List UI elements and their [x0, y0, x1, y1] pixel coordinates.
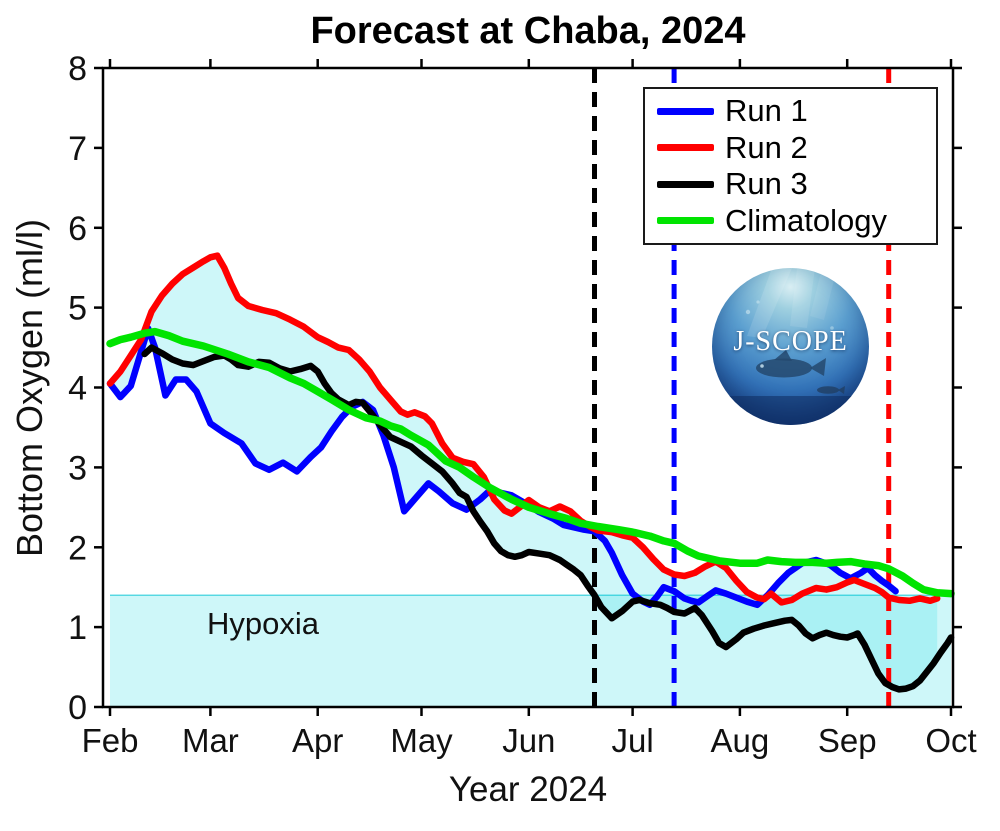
- bubble: [745, 309, 751, 315]
- legend-line-swatch-run-1: [657, 107, 714, 115]
- legend-label-run-3: Run 3: [725, 166, 808, 202]
- legend-label-run-2: Run 2: [725, 129, 808, 165]
- hypoxia-region: [110, 595, 951, 707]
- fish-silhouette: [756, 350, 826, 378]
- x-tick-label: Aug: [711, 722, 770, 759]
- series-line-climatology: [106, 327, 955, 598]
- x-axis-label: Year 2024: [448, 770, 608, 809]
- x-tick-label: Oct: [925, 722, 976, 759]
- legend-line-swatch-run-3: [657, 180, 714, 188]
- bubble: [830, 326, 834, 330]
- x-tick-label: Feb: [82, 722, 139, 759]
- small-fish-silhouette: [817, 386, 845, 394]
- legend-label-climatology: Climatology: [725, 202, 887, 238]
- ensemble-envelope: [110, 255, 938, 690]
- legend-line-swatch-run-2: [657, 144, 714, 152]
- y-tick-label: 8: [68, 50, 87, 88]
- light-ray: [747, 268, 792, 338]
- y-tick-label: 7: [68, 130, 87, 168]
- x-tick-label: Apr: [292, 722, 343, 759]
- y-tick-label: 2: [68, 529, 87, 567]
- legend-item-run-3: Run 3: [657, 166, 936, 202]
- legend-item-run-1: Run 1: [657, 93, 936, 129]
- y-tick-label: 4: [68, 370, 87, 408]
- legend: Run 1 Run 2 Run 3 Climatology: [643, 87, 938, 245]
- x-tick-label: Jul: [612, 722, 654, 759]
- seafloor-shadow: [712, 396, 869, 425]
- y-tick-label: 5: [68, 290, 87, 328]
- chart-title: Forecast at Chaba, 2024: [310, 10, 746, 52]
- x-tick-label: Jun: [502, 722, 555, 759]
- hypoxia-region-label: Hypoxia: [207, 606, 319, 641]
- y-tick-label: 0: [68, 689, 87, 727]
- light-ray: [810, 268, 836, 320]
- legend-item-climatology: Climatology: [657, 203, 936, 239]
- x-tick-label: Mar: [182, 722, 239, 759]
- bubble: [756, 300, 760, 304]
- x-tick-label: Sep: [818, 722, 877, 759]
- legend-item-run-2: Run 2: [657, 130, 936, 166]
- ocean-scene-art: [712, 268, 869, 425]
- legend-line-swatch-climatology: [657, 217, 714, 225]
- x-tick-label: May: [390, 722, 453, 759]
- series-line-run-3: [141, 344, 955, 693]
- jscope-logo: J-SCOPE: [712, 268, 869, 425]
- light-ray: [790, 268, 815, 328]
- logo-text: J-SCOPE: [733, 326, 848, 357]
- y-axis-label: Bottom Oxygen (ml/l): [9, 218, 50, 558]
- y-tick-label: 3: [68, 449, 87, 487]
- y-tick-label: 1: [68, 609, 87, 647]
- y-tick-label: 6: [68, 210, 87, 248]
- legend-label-run-1: Run 1: [725, 93, 808, 129]
